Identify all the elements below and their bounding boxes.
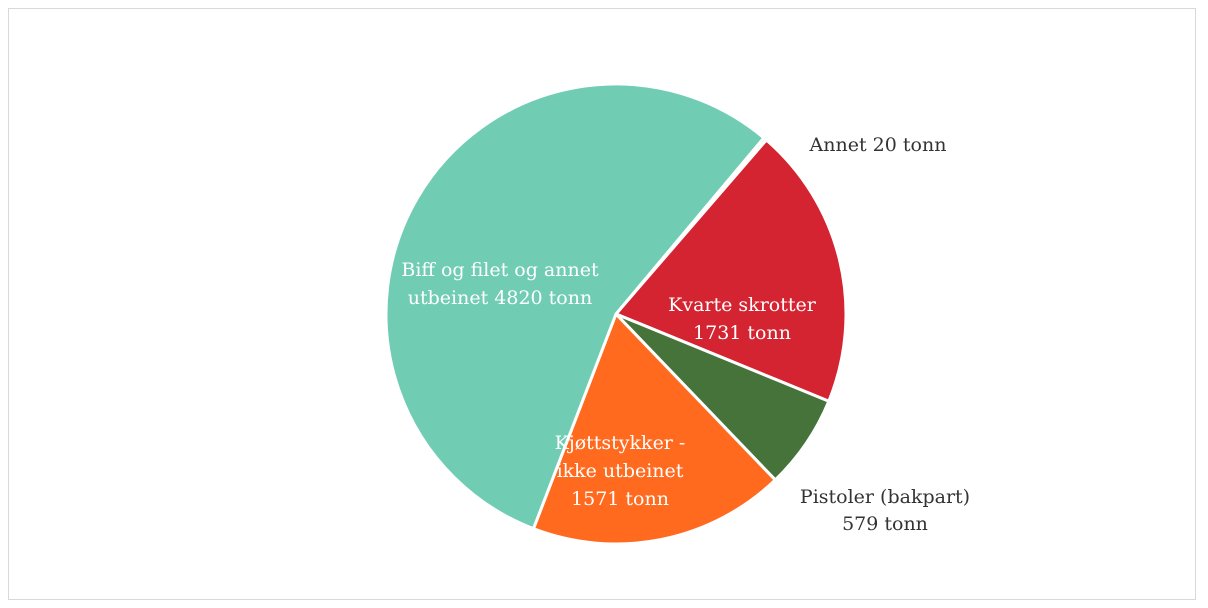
pie-label-line: Pistoler (bakpart) bbox=[800, 486, 970, 508]
pie-label-line: ikke utbeinet bbox=[557, 460, 684, 482]
pie-labels: Annet 20 tonn Kvarte skrotter 1731 tonn Pis… bbox=[401, 134, 970, 535]
pie-label-line: 579 tonn bbox=[842, 513, 928, 535]
pie-label-4: Kjøttstykker - ikke utbeinet 1571 tonn bbox=[555, 432, 686, 510]
pie-slice-biff-og-filet-og-annet-utbeinet bbox=[384, 82, 766, 531]
pie-label-line: Kjøttstykker - bbox=[555, 432, 686, 454]
pie-label-line: Kvarte skrotter bbox=[668, 294, 817, 316]
pie-label-line: 1571 tonn bbox=[571, 488, 669, 510]
pie-label-2: Kvarte skrotter 1731 tonn bbox=[668, 294, 817, 344]
pie-label-line: utbeinet 4820 tonn bbox=[408, 287, 592, 309]
pie-label-line: Biff og filet og annet bbox=[401, 259, 599, 281]
pie-label-line: Annet 20 tonn bbox=[809, 134, 947, 156]
pie-slices bbox=[384, 82, 848, 546]
pie-label-1: Annet 20 tonn bbox=[809, 134, 947, 156]
pie-label-3: Pistoler (bakpart) 579 tonn bbox=[800, 486, 970, 535]
pie-label-line: 1731 tonn bbox=[693, 322, 791, 344]
pie-label-5: Biff og filet og annet utbeinet 4820 tonn bbox=[401, 259, 599, 309]
pie-slice-kvarte-skrotter bbox=[614, 138, 848, 403]
